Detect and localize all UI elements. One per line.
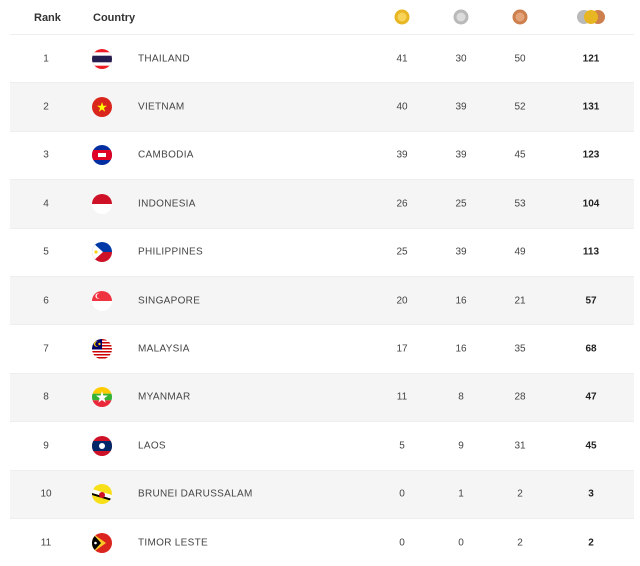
table-row: 1 THAILAND 41 30 50 121 (10, 34, 634, 82)
country-name: CAMBODIA (138, 149, 194, 161)
total-count: 104 (582, 198, 600, 210)
rank-header: Rank (34, 12, 61, 24)
silver-count: 39 (455, 246, 467, 258)
thailand-flag-icon (92, 48, 112, 69)
table-row: 2 VIETNAM 40 39 52 131 (10, 82, 634, 131)
table-row: 5 PHILIPPINES 25 39 49 113 (10, 227, 634, 276)
silver-count: 16 (455, 343, 467, 355)
total-count: 113 (582, 246, 600, 258)
bronze-count: 35 (514, 343, 526, 355)
timor-leste-flag-icon (92, 532, 112, 553)
country-name: THAILAND (138, 53, 190, 65)
total-count: 57 (585, 295, 597, 307)
country-name: PHILIPPINES (138, 246, 203, 258)
brunei-flag-icon (92, 484, 112, 505)
indonesia-flag-icon (92, 193, 112, 214)
vietnam-flag-icon (92, 97, 112, 118)
bronze-count: 31 (514, 440, 526, 452)
table-row: 9 LAOS 5 9 31 45 (10, 421, 634, 469)
rank-cell: 8 (43, 391, 49, 403)
gold-count: 0 (399, 488, 405, 500)
total-medals-icon (576, 9, 606, 25)
cambodia-flag-icon (92, 145, 112, 166)
country-name: MALAYSIA (138, 343, 190, 355)
table-header: Rank Country (10, 0, 634, 34)
rank-cell: 1 (43, 53, 49, 65)
table-row: 7 MALAYSIA 17 16 35 68 (10, 324, 634, 372)
silver-medal-icon (453, 9, 469, 25)
country-name: INDONESIA (138, 198, 196, 210)
silver-count: 16 (455, 295, 467, 307)
table-row: 8 MYANMAR 11 8 28 47 (10, 372, 634, 422)
rank-cell: 5 (43, 246, 49, 258)
country-name: SINGAPORE (138, 295, 201, 307)
silver-count: 9 (458, 440, 464, 452)
silver-count: 1 (458, 488, 464, 500)
total-count: 47 (585, 391, 597, 403)
total-count: 68 (585, 343, 597, 355)
myanmar-flag-icon (92, 387, 112, 408)
gold-count: 0 (399, 537, 405, 549)
total-count: 121 (582, 53, 600, 65)
laos-flag-icon (92, 435, 112, 456)
rank-cell: 7 (43, 343, 49, 355)
bronze-count: 52 (514, 101, 526, 113)
total-count: 2 (588, 537, 594, 549)
table-row: 11 TIMOR LESTE 0 0 2 2 (10, 517, 634, 566)
silver-count: 0 (458, 537, 464, 549)
bronze-count: 2 (517, 537, 523, 549)
country-name: TIMOR LESTE (138, 537, 208, 549)
bronze-count: 28 (514, 391, 526, 403)
bronze-count: 2 (517, 488, 523, 500)
gold-count: 26 (396, 198, 408, 210)
country-name: LAOS (138, 440, 166, 452)
total-count: 131 (582, 101, 600, 113)
country-name: VIETNAM (138, 101, 185, 113)
gold-count: 5 (399, 440, 405, 452)
rank-cell: 4 (43, 198, 49, 210)
rank-cell: 2 (43, 101, 49, 113)
silver-count: 25 (455, 198, 467, 210)
table-row: 6 SINGAPORE 20 16 21 57 (10, 275, 634, 325)
table-body: 1 THAILAND 41 30 50 121 2 VIETNAM 40 39 … (10, 34, 634, 566)
gold-count: 40 (396, 101, 408, 113)
table-row: 4 INDONESIA 26 25 53 104 (10, 179, 634, 228)
table-row: 3 CAMBODIA 39 39 45 123 (10, 130, 634, 179)
table-row: 10 BRUNEI DARUSSALAM 0 1 2 3 (10, 469, 634, 518)
country-name: BRUNEI DARUSSALAM (138, 488, 253, 500)
gold-medal-icon (394, 9, 410, 25)
singapore-flag-icon (92, 290, 112, 311)
country-header: Country (93, 12, 136, 24)
rank-cell: 11 (40, 537, 52, 549)
gold-count: 17 (396, 343, 408, 355)
bronze-medal-icon (512, 9, 528, 25)
gold-count: 25 (396, 246, 408, 258)
bronze-count: 53 (514, 198, 526, 210)
gold-count: 39 (396, 149, 408, 161)
bronze-count: 21 (514, 295, 526, 307)
total-count: 123 (582, 149, 600, 161)
malaysia-flag-icon (92, 339, 112, 360)
silver-count: 39 (455, 101, 467, 113)
total-count: 3 (588, 488, 594, 500)
silver-count: 30 (455, 53, 467, 65)
philippines-flag-icon (92, 242, 112, 263)
rank-cell: 6 (43, 295, 49, 307)
gold-count: 20 (396, 295, 408, 307)
silver-count: 39 (455, 149, 467, 161)
rank-cell: 3 (43, 149, 49, 161)
rank-cell: 9 (43, 440, 49, 452)
bronze-count: 49 (514, 246, 526, 258)
country-name: MYANMAR (138, 391, 191, 403)
rank-cell: 10 (40, 488, 52, 500)
bronze-count: 50 (514, 53, 526, 65)
total-count: 45 (585, 440, 597, 452)
gold-count: 11 (396, 391, 408, 403)
medal-table: Rank Country 1 THAILAND 41 30 50 121 2 V… (10, 0, 634, 566)
gold-count: 41 (396, 53, 408, 65)
silver-count: 8 (458, 391, 464, 403)
bronze-count: 45 (514, 149, 526, 161)
